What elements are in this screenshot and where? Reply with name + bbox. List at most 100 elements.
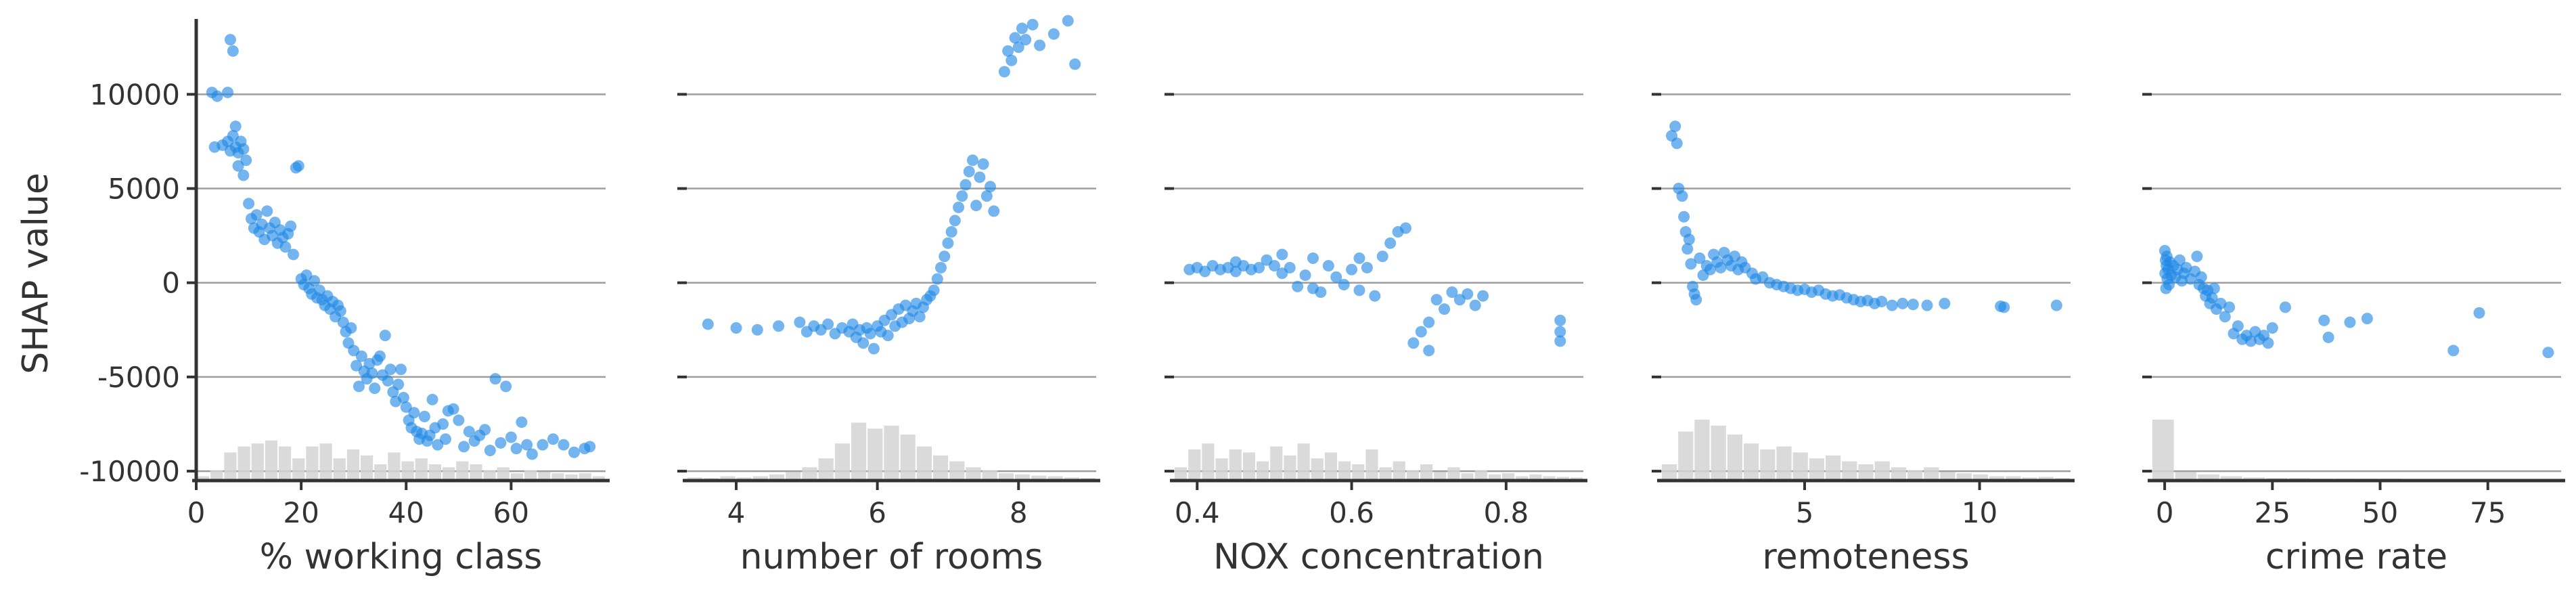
data-point: [211, 90, 223, 102]
histogram-bar: [1776, 446, 1792, 479]
histogram-bar: [982, 470, 997, 479]
data-point: [1907, 298, 1919, 311]
histogram-bar: [415, 458, 428, 479]
histogram-bar: [443, 467, 455, 479]
data-point: [1369, 290, 1381, 302]
data-point: [392, 378, 405, 391]
data-point: [355, 350, 367, 362]
data-point: [980, 190, 993, 202]
data-point: [238, 143, 250, 155]
data-point: [2542, 347, 2554, 359]
data-point: [966, 154, 978, 167]
histogram-bar: [346, 449, 359, 479]
histogram-bar: [197, 476, 210, 479]
histogram-bar: [2175, 472, 2197, 479]
data-point: [867, 342, 880, 355]
data-point: [945, 226, 957, 238]
data-point: [1338, 278, 1350, 290]
data-point: [285, 220, 297, 232]
data-point: [426, 393, 438, 405]
y-tick-label: 0: [162, 267, 180, 300]
data-point: [453, 414, 465, 426]
data-point: [227, 45, 239, 57]
histogram-bar: [2266, 478, 2288, 479]
histogram-bar: [279, 446, 292, 479]
data-point: [974, 171, 986, 183]
data-point: [353, 380, 365, 393]
data-point: [558, 439, 570, 451]
histogram-bar: [333, 458, 346, 479]
histogram-bar: [818, 458, 834, 479]
data-point: [369, 382, 381, 395]
histogram-bar: [1188, 449, 1201, 479]
x-tick-label: 4: [727, 496, 746, 529]
histogram-bar: [1379, 467, 1392, 479]
histogram-bar: [1324, 452, 1337, 479]
histogram-bar: [851, 422, 867, 479]
histogram-bar: [251, 443, 264, 479]
histogram-bar: [2198, 474, 2219, 479]
data-point: [526, 448, 538, 460]
histogram-bar: [1711, 425, 1726, 479]
data-point: [864, 328, 876, 340]
data-point: [2473, 307, 2485, 319]
data-point: [1069, 58, 1081, 70]
histogram-bar: [1215, 458, 1228, 479]
histogram-bar: [1744, 443, 1759, 479]
histogram-bar: [1461, 473, 1474, 479]
data-point: [1477, 290, 1489, 302]
data-point: [963, 165, 975, 177]
data-point: [458, 441, 470, 453]
data-point: [2279, 301, 2291, 313]
data-point: [1002, 45, 1014, 57]
x-tick-label: 0.8: [1483, 496, 1529, 529]
histogram-bar: [2022, 477, 2037, 479]
chart-panel-3: 0.4 0.6 0.8 NOX concentration: [1165, 93, 1587, 577]
data-point: [222, 87, 234, 99]
data-point: [1681, 243, 1694, 255]
histogram-bar: [1792, 452, 1808, 479]
data-point: [2223, 301, 2236, 313]
data-point: [1423, 316, 1435, 328]
data-point: [1939, 297, 1951, 309]
data-point: [2206, 292, 2218, 304]
data-point: [1026, 18, 1039, 30]
data-point: [584, 441, 596, 453]
data-point: [730, 322, 742, 334]
y-axis-label: SHAP value: [16, 173, 56, 374]
data-point: [1669, 120, 1681, 133]
histogram-bar: [374, 464, 387, 479]
histogram-bar: [1570, 477, 1583, 479]
data-point: [928, 284, 940, 296]
data-point: [822, 318, 834, 330]
data-point: [1876, 296, 1888, 308]
data-point: [2262, 337, 2274, 349]
histogram-bar: [1727, 435, 1742, 479]
histogram-bar: [1694, 420, 1710, 479]
histogram-bar: [1047, 476, 1063, 479]
data-point: [1284, 261, 1296, 273]
histogram-bar: [1257, 461, 1269, 479]
data-point: [949, 215, 961, 227]
data-point: [931, 273, 943, 285]
histogram-bar: [483, 470, 496, 479]
y-tick-label: 10000: [89, 78, 180, 111]
data-point: [1715, 261, 1727, 273]
data-point: [366, 367, 378, 379]
data-point: [521, 439, 533, 451]
histogram-bar: [524, 470, 537, 479]
histogram-bar: [1924, 467, 1939, 479]
data-point: [1315, 286, 1327, 298]
data-point: [1034, 39, 1046, 51]
histogram-bar: [916, 446, 932, 479]
data-point: [1704, 263, 1716, 275]
histogram-bar: [1080, 478, 1095, 479]
histogram-bar: [1940, 472, 1956, 479]
histogram-bar: [1858, 464, 1874, 479]
data-point: [1361, 261, 1373, 273]
data-point: [751, 324, 763, 336]
data-point: [1676, 190, 1688, 202]
data-point: [505, 431, 517, 443]
data-point: [1446, 286, 1458, 298]
histogram-bar: [1297, 443, 1310, 479]
